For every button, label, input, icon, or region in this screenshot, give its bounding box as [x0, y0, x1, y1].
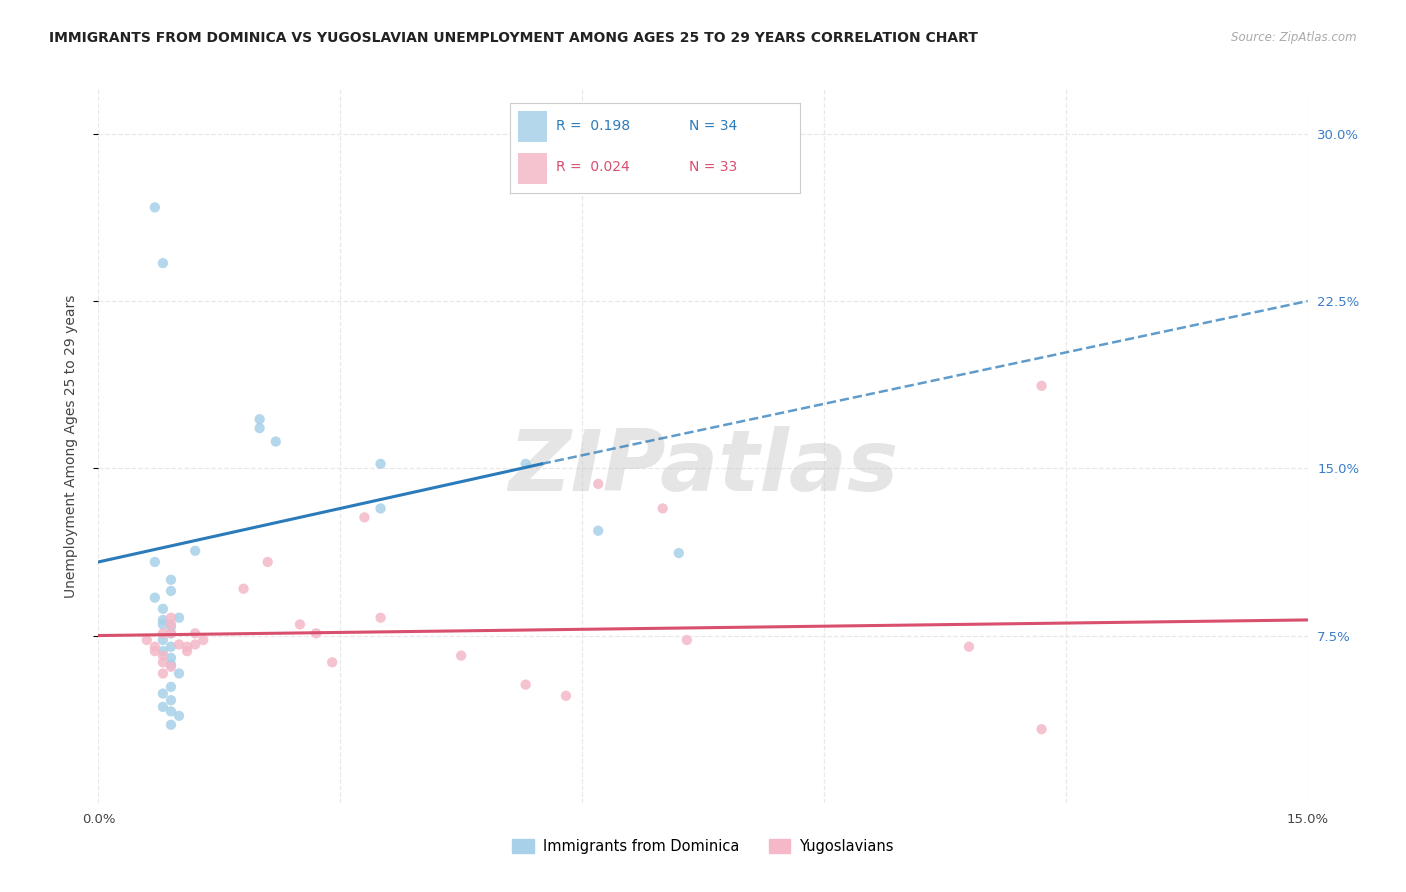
Point [515, 457, 537, 471]
Point [143, 591, 166, 605]
Point [152, 613, 174, 627]
Point [152, 626, 174, 640]
Point [152, 602, 174, 616]
Point [515, 678, 537, 692]
Point [160, 583, 183, 598]
Point [256, 555, 278, 569]
Point [160, 617, 183, 632]
Point [555, 689, 578, 703]
Point [586, 476, 609, 491]
Point [143, 644, 166, 658]
Point [651, 501, 673, 516]
Point [249, 421, 271, 435]
Point [152, 699, 174, 714]
Point [167, 637, 190, 651]
Point [152, 648, 174, 663]
Point [152, 655, 174, 669]
Point [143, 200, 166, 214]
Text: IMMIGRANTS FROM DOMINICA VS YUGOSLAVIAN UNEMPLOYMENT AMONG AGES 25 TO 29 YEARS C: IMMIGRANTS FROM DOMINICA VS YUGOSLAVIAN … [49, 31, 979, 45]
Point [184, 543, 207, 558]
Point [184, 637, 207, 651]
Point [1031, 378, 1053, 392]
Point [370, 457, 392, 471]
Point [143, 640, 166, 654]
Point [160, 651, 183, 665]
Point [152, 633, 174, 648]
Y-axis label: Unemployment Among Ages 25 to 29 years: Unemployment Among Ages 25 to 29 years [63, 294, 77, 598]
Point [176, 644, 198, 658]
Point [450, 648, 472, 663]
Text: Source: ZipAtlas.com: Source: ZipAtlas.com [1232, 31, 1357, 45]
Point [167, 610, 190, 624]
Point [160, 626, 183, 640]
Point [193, 633, 215, 648]
Point [184, 626, 207, 640]
Point [249, 412, 271, 426]
Point [264, 434, 287, 449]
Point [353, 510, 375, 524]
Point [152, 666, 174, 681]
Point [160, 693, 183, 707]
Point [160, 660, 183, 674]
Point [676, 633, 699, 648]
Point [176, 640, 198, 654]
Legend: Immigrants from Dominica, Yugoslavians: Immigrants from Dominica, Yugoslavians [506, 832, 900, 860]
Point [167, 708, 190, 723]
Point [160, 640, 183, 654]
Point [370, 501, 392, 516]
Point [288, 617, 311, 632]
Text: ZIPatlas: ZIPatlas [508, 425, 898, 509]
Point [305, 626, 328, 640]
Point [1031, 723, 1053, 737]
Point [152, 256, 174, 270]
Point [160, 657, 183, 672]
Point [160, 680, 183, 694]
Point [160, 573, 183, 587]
Point [160, 717, 183, 731]
Point [160, 610, 183, 624]
Point [160, 619, 183, 633]
Point [668, 546, 690, 560]
Point [152, 617, 174, 632]
Point [586, 524, 609, 538]
Point [160, 626, 183, 640]
Point [232, 582, 254, 596]
Point [152, 644, 174, 658]
Point [152, 687, 174, 701]
Point [957, 640, 980, 654]
Point [370, 610, 392, 624]
Point [135, 633, 157, 648]
Point [321, 655, 343, 669]
Point [143, 555, 166, 569]
Point [167, 666, 190, 681]
Point [160, 705, 183, 719]
